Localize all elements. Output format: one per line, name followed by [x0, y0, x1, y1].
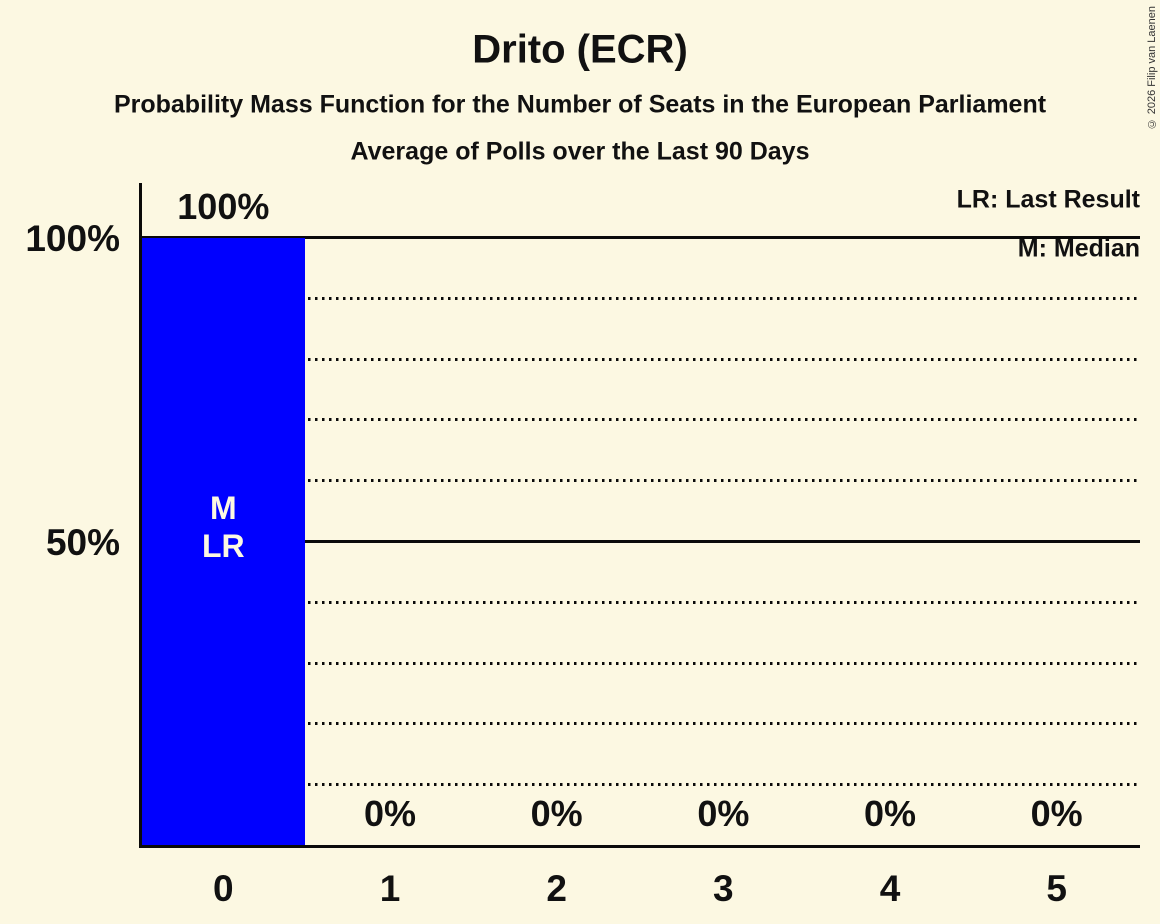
gridline-solid-100	[140, 236, 1140, 239]
bar-value-label-4: 0%	[863, 793, 917, 834]
y-axis-line	[139, 183, 142, 848]
gridline-dotted-10	[140, 783, 1140, 787]
gridline-dotted-70	[140, 418, 1140, 422]
gridline-dotted-30	[140, 661, 1140, 665]
gridline-dotted-20	[140, 722, 1140, 726]
y-tick-label-100: 100%	[25, 217, 120, 259]
chart-subtitle-period: Average of Polls over the Last 90 Days	[350, 137, 810, 166]
gridline-dotted-60	[140, 479, 1140, 483]
bar-value-label-0: 100%	[177, 185, 270, 227]
x-tick-label-1: 1	[379, 868, 401, 909]
bar-value-label-3: 0%	[697, 793, 750, 834]
gridline-dotted-80	[140, 357, 1140, 361]
bar-value-label-2: 0%	[530, 793, 583, 834]
bar-annotation-line: M	[210, 490, 237, 526]
gridline-dotted-90	[140, 296, 1140, 300]
chart-title: Drito (ECR)	[472, 27, 688, 72]
bar-seats-0	[142, 237, 305, 848]
bar-value-label-5: 0%	[1030, 793, 1083, 834]
y-tick-label-50: 50%	[45, 521, 120, 563]
x-tick-label-0: 0	[213, 868, 234, 909]
x-tick-label-4: 4	[879, 868, 901, 909]
copyright-notice: © 2026 Filip van Laenen	[1146, 6, 1158, 130]
legend-last-result: LR: Last Result	[956, 185, 1140, 214]
gridline-dotted-40	[140, 600, 1140, 604]
x-tick-label-5: 5	[1046, 868, 1067, 909]
x-axis-line	[139, 845, 1140, 848]
bar-value-label-1: 0%	[363, 793, 417, 834]
legend-median: M: Median	[1017, 234, 1140, 263]
bar-annotation-0: M LR	[202, 489, 245, 565]
gridline-solid-50	[140, 540, 1140, 543]
x-tick-label-2: 2	[546, 868, 567, 909]
bar-annotation-line: LR	[202, 528, 245, 564]
chart-subtitle: Probability Mass Function for the Number…	[113, 90, 1047, 119]
x-tick-label-3: 3	[713, 868, 734, 909]
